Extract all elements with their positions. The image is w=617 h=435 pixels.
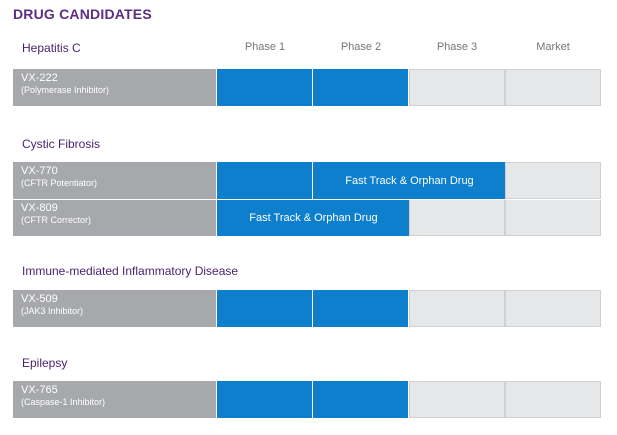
- progress-cell: [313, 290, 409, 327]
- drug-cell: VX-765 (Caspase-1 Inhibitor): [13, 381, 217, 418]
- drug-cell: VX-770 (CFTR Potentiator): [13, 162, 217, 199]
- progress-cell: [313, 381, 409, 418]
- row-divider: [13, 199, 604, 200]
- empty-cell: [505, 162, 601, 199]
- section-title: Epilepsy: [22, 356, 68, 370]
- pipeline-row: VX-222 (Polymerase Inhibitor): [13, 69, 604, 106]
- designation-bar: Fast Track & Orphan Drug: [314, 162, 505, 199]
- progress-cell: [217, 162, 313, 199]
- drug-description: (Polymerase Inhibitor): [21, 85, 110, 95]
- drug-description: (CFTR Potentiator): [21, 178, 98, 188]
- section-title: Hepatitis C: [22, 41, 81, 55]
- section-title: Cystic Fibrosis: [22, 137, 101, 151]
- progress-cell: [217, 69, 313, 106]
- drug-cell: VX-509 (JAK3 Inhibitor): [13, 290, 217, 327]
- empty-cell: [505, 199, 601, 236]
- empty-cell: [505, 69, 601, 106]
- progress-cell: [217, 290, 313, 327]
- drug-name: VX-765: [21, 384, 58, 396]
- drug-cell: VX-809 (CFTR Corrector): [13, 199, 217, 236]
- empty-cell: [505, 290, 601, 327]
- progress-cell: [313, 69, 409, 106]
- section-title: Immune-mediated Inflammatory Disease: [22, 264, 239, 278]
- designation-bar: Fast Track & Orphan Drug: [218, 199, 409, 236]
- empty-cell: [409, 69, 505, 106]
- pipeline-row: VX-509 (JAK3 Inhibitor): [13, 290, 604, 327]
- drug-cell: VX-222 (Polymerase Inhibitor): [13, 69, 217, 106]
- empty-cell: [409, 381, 505, 418]
- drug-name: VX-809: [21, 202, 58, 214]
- drug-description: (CFTR Corrector): [21, 215, 91, 225]
- drug-name: VX-770: [21, 165, 58, 177]
- pipeline-row: VX-809 (CFTR Corrector) Fast Track & Orpha…: [13, 199, 604, 236]
- phase-header-4: Market: [536, 41, 570, 53]
- empty-cell: [505, 381, 601, 418]
- phase-header-1: Phase 1: [244, 41, 286, 53]
- phase-header-2: Phase 2: [340, 41, 382, 53]
- pipeline-row: VX-770 (CFTR Potentiator) Fast Track & Orp…: [13, 162, 604, 199]
- chart-title: DRUG CANDIDATES: [13, 6, 152, 22]
- drug-description: (Caspase-1 Inhibitor): [21, 397, 106, 407]
- drug-name: VX-222: [21, 72, 58, 84]
- empty-cell: [409, 290, 505, 327]
- progress-cell: [217, 381, 313, 418]
- drug-description: (JAK3 Inhibitor): [21, 306, 84, 316]
- empty-cell: [409, 199, 505, 236]
- drug-name: VX-509: [21, 293, 58, 305]
- phase-header-3: Phase 3: [436, 41, 478, 53]
- pipeline-row: VX-765 (Caspase-1 Inhibitor): [13, 381, 604, 418]
